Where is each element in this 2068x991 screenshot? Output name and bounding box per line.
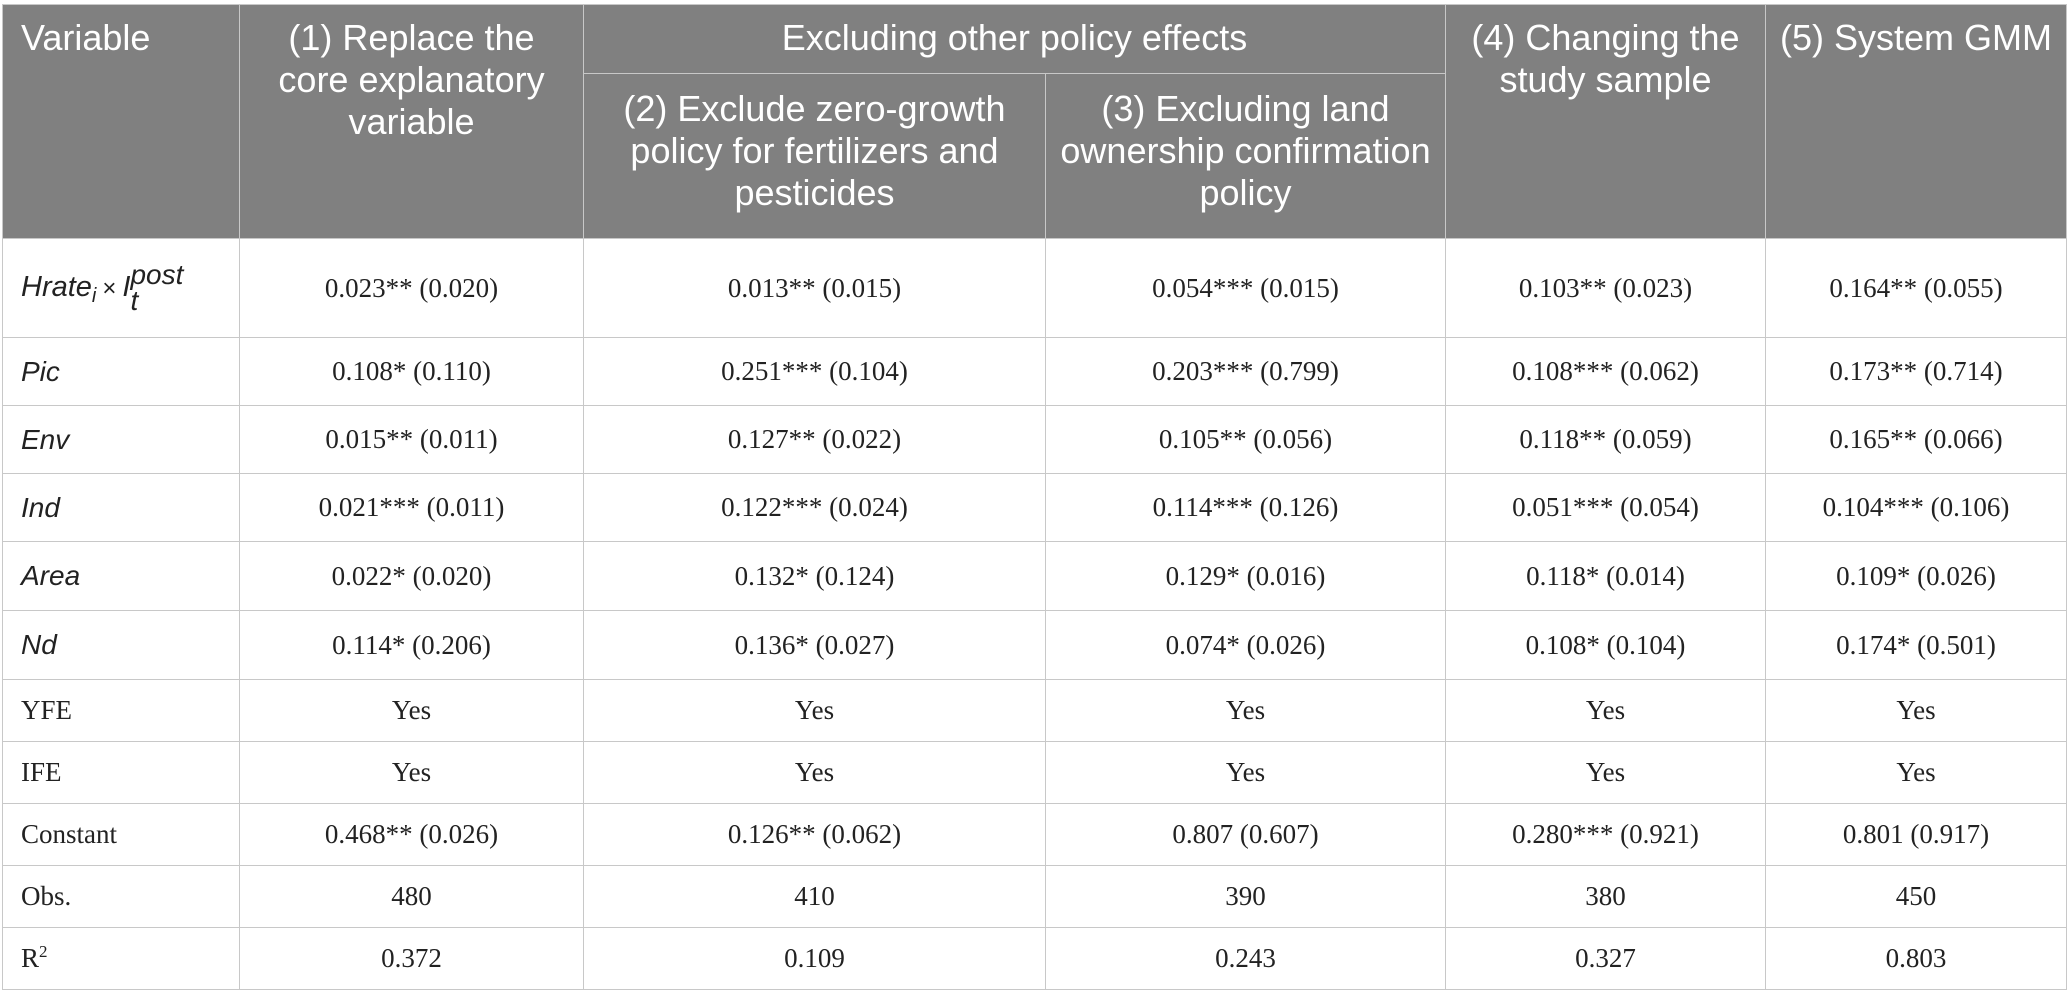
row-label: Env bbox=[2, 405, 240, 474]
cell: 0.103** (0.023) bbox=[1445, 238, 1766, 338]
cell: 0.203*** (0.799) bbox=[1045, 337, 1446, 406]
header-col-1: (1) Replace the core explanatory variabl… bbox=[239, 4, 584, 239]
header-row-sub: (2) Exclude zero-growth policy for ferti… bbox=[3, 73, 2067, 239]
cell: 480 bbox=[239, 865, 584, 928]
cell: 0.122*** (0.024) bbox=[583, 473, 1046, 542]
cell: 0.251*** (0.104) bbox=[583, 337, 1046, 406]
cell: 0.468** (0.026) bbox=[239, 803, 584, 866]
header-col-3: (3) Excluding land ownership confirmatio… bbox=[1045, 73, 1446, 239]
cell: 0.327 bbox=[1445, 927, 1766, 990]
row-label: Pic bbox=[2, 337, 240, 406]
r-squared-base: R bbox=[21, 943, 40, 973]
row-label: YFE bbox=[2, 679, 240, 742]
cell: 0.023** (0.020) bbox=[239, 238, 584, 338]
cell: 380 bbox=[1445, 865, 1766, 928]
table-row: R2 0.372 0.109 0.243 0.327 0.803 bbox=[2, 927, 2067, 990]
cell: Yes bbox=[1765, 679, 2067, 742]
cell: 0.136* (0.027) bbox=[583, 610, 1046, 680]
cell: 0.022* (0.020) bbox=[239, 541, 584, 611]
table-row: Area 0.022* (0.020) 0.132* (0.124) 0.129… bbox=[2, 541, 2067, 611]
interaction-sub: t bbox=[130, 285, 139, 316]
cell: 0.108*** (0.062) bbox=[1445, 337, 1766, 406]
cell: 0.109* (0.026) bbox=[1765, 541, 2067, 611]
cell: 0.803 bbox=[1765, 927, 2067, 990]
header-col-5: (5) System GMM bbox=[1765, 4, 2067, 239]
r-squared-exponent: 2 bbox=[39, 942, 48, 961]
cell: Yes bbox=[1445, 679, 1766, 742]
table-row: YFE Yes Yes Yes Yes Yes bbox=[2, 679, 2067, 742]
cell: 0.114*** (0.126) bbox=[1045, 473, 1446, 542]
table-row: IFE Yes Yes Yes Yes Yes bbox=[2, 741, 2067, 804]
cell: 0.109 bbox=[583, 927, 1046, 990]
interaction-base: Hrate bbox=[21, 271, 92, 303]
cell: 0.132* (0.124) bbox=[583, 541, 1046, 611]
cell: 0.021*** (0.011) bbox=[239, 473, 584, 542]
table-row: Constant 0.468** (0.026) 0.126** (0.062)… bbox=[2, 803, 2067, 866]
row-label: Area bbox=[2, 541, 240, 611]
cell: 410 bbox=[583, 865, 1046, 928]
row-label-r-squared: R2 bbox=[2, 927, 240, 990]
cell: 0.165** (0.066) bbox=[1765, 405, 2067, 474]
row-label: IFE bbox=[2, 741, 240, 804]
cell: 0.129* (0.016) bbox=[1045, 541, 1446, 611]
interaction-base-sub: i bbox=[91, 285, 97, 307]
cell: 0.801 (0.917) bbox=[1765, 803, 2067, 866]
cell: 0.126** (0.062) bbox=[583, 803, 1046, 866]
cell: 0.104*** (0.106) bbox=[1765, 473, 2067, 542]
cell: 450 bbox=[1765, 865, 2067, 928]
cell: Yes bbox=[1445, 741, 1766, 804]
cell: 0.243 bbox=[1045, 927, 1446, 990]
cell: 0.105** (0.056) bbox=[1045, 405, 1446, 474]
table-row: Ind 0.021*** (0.011) 0.122*** (0.024) 0.… bbox=[2, 473, 2067, 542]
cell: Yes bbox=[583, 679, 1046, 742]
cell: Yes bbox=[239, 741, 584, 804]
table-row: Nd 0.114* (0.206) 0.136* (0.027) 0.074* … bbox=[2, 610, 2067, 680]
header-col-4: (4) Changing the study sample bbox=[1445, 4, 1766, 239]
cell: 0.051*** (0.054) bbox=[1445, 473, 1766, 542]
cell: 0.174* (0.501) bbox=[1765, 610, 2067, 680]
header-col-2: (2) Exclude zero-growth policy for ferti… bbox=[583, 73, 1046, 239]
header-row-top: Variable (1) Replace the core explanator… bbox=[2, 4, 2067, 239]
cell: 0.015** (0.011) bbox=[239, 405, 584, 474]
cell: 0.807 (0.607) bbox=[1045, 803, 1446, 866]
row-label: Nd bbox=[2, 610, 240, 680]
cell: 0.118* (0.014) bbox=[1445, 541, 1766, 611]
row-label: Obs. bbox=[2, 865, 240, 928]
cell: 0.054*** (0.015) bbox=[1045, 238, 1446, 338]
cell: 0.118** (0.059) bbox=[1445, 405, 1766, 474]
cell: 0.173** (0.714) bbox=[1765, 337, 2067, 406]
header-group-excluding-policy: Excluding other policy effects bbox=[583, 4, 1446, 74]
cell: 0.127** (0.022) bbox=[583, 405, 1046, 474]
header-variable: Variable bbox=[2, 4, 240, 239]
cell: 390 bbox=[1045, 865, 1446, 928]
times-symbol: × bbox=[102, 275, 117, 302]
interaction-supsub: post t bbox=[130, 259, 184, 316]
cell: 0.013** (0.015) bbox=[583, 238, 1046, 338]
interaction-sup: post bbox=[130, 259, 184, 290]
cell: 0.372 bbox=[239, 927, 584, 990]
table-header: Variable (1) Replace the core explanator… bbox=[2, 4, 2067, 239]
row-label: Constant bbox=[2, 803, 240, 866]
cell: 0.164** (0.055) bbox=[1765, 238, 2067, 338]
cell: 0.108* (0.104) bbox=[1445, 610, 1766, 680]
table-row: Obs. 480 410 390 380 450 bbox=[2, 865, 2067, 928]
cell: 0.114* (0.206) bbox=[239, 610, 584, 680]
cell: 0.074* (0.026) bbox=[1045, 610, 1446, 680]
interaction-second: I bbox=[122, 271, 131, 303]
table-row: Env 0.015** (0.011) 0.127** (0.022) 0.10… bbox=[2, 405, 2067, 474]
cell: Yes bbox=[239, 679, 584, 742]
cell: Yes bbox=[583, 741, 1046, 804]
cell: Yes bbox=[1045, 679, 1446, 742]
cell: 0.108* (0.110) bbox=[239, 337, 584, 406]
row-label: Ind bbox=[2, 473, 240, 542]
regression-results-table: Variable (1) Replace the core explanator… bbox=[2, 4, 2067, 990]
table-row: Pic 0.108* (0.110) 0.251*** (0.104) 0.20… bbox=[2, 337, 2067, 406]
cell: 0.280*** (0.921) bbox=[1445, 803, 1766, 866]
cell: Yes bbox=[1045, 741, 1446, 804]
cell: Yes bbox=[1765, 741, 2067, 804]
